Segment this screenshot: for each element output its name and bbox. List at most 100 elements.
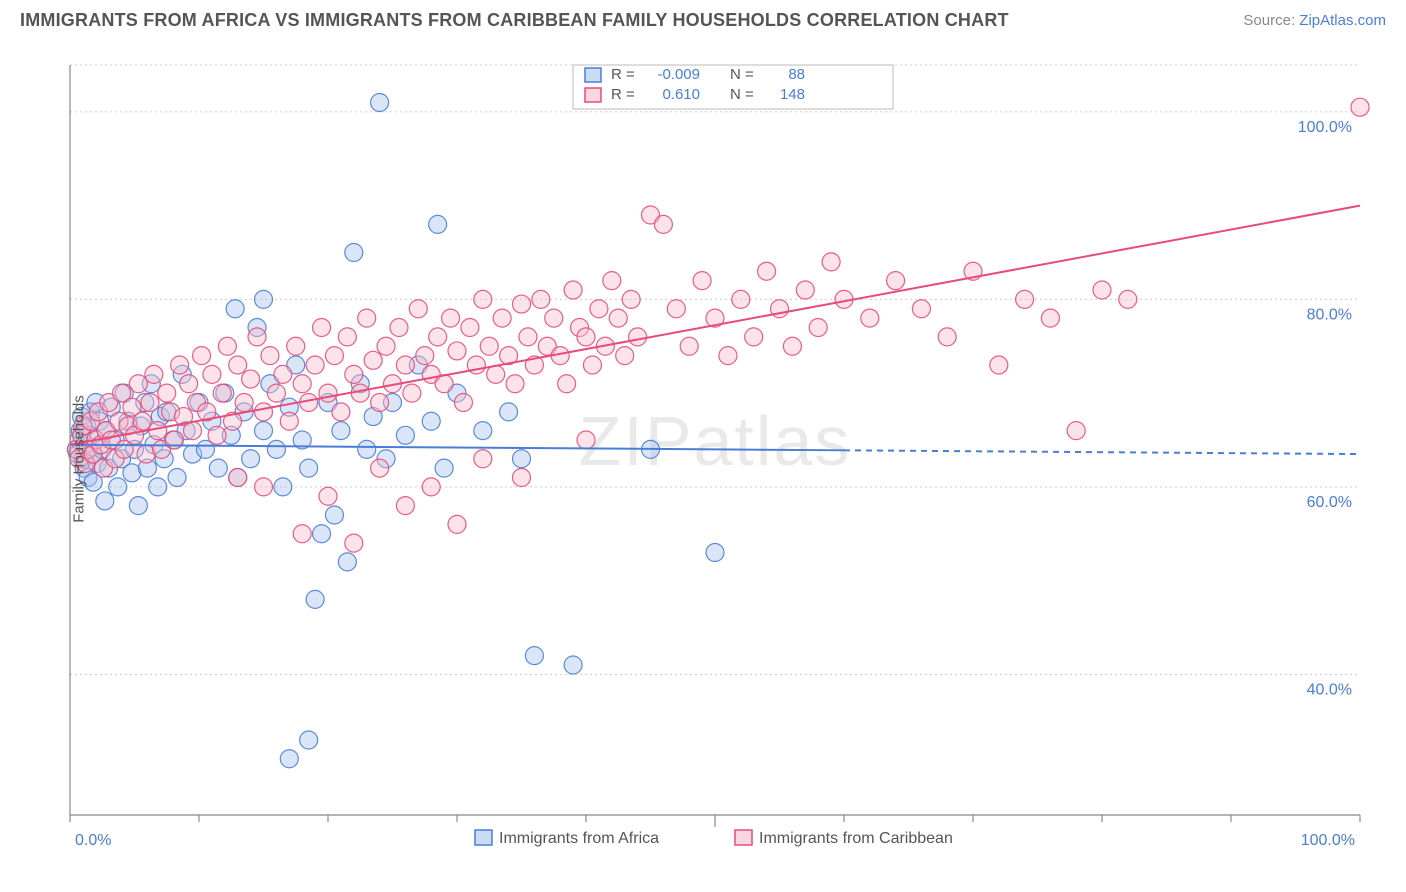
- y-tick-label: 40.0%: [1307, 681, 1352, 698]
- source-link[interactable]: ZipAtlas.com: [1299, 12, 1386, 29]
- data-point: [133, 412, 151, 430]
- data-point: [500, 403, 518, 421]
- source-label: Source: ZipAtlas.com: [1243, 12, 1386, 29]
- data-point: [371, 94, 389, 112]
- data-point: [141, 394, 159, 412]
- data-point: [442, 309, 460, 327]
- data-point: [109, 478, 127, 496]
- data-point: [429, 215, 447, 233]
- data-point: [564, 656, 582, 674]
- data-point: [377, 337, 395, 355]
- y-tick-label: 80.0%: [1307, 306, 1352, 323]
- data-point: [629, 328, 647, 346]
- data-point: [390, 319, 408, 337]
- data-point: [332, 403, 350, 421]
- data-point: [396, 426, 414, 444]
- data-point: [168, 469, 186, 487]
- data-point: [213, 384, 231, 402]
- data-point: [235, 394, 253, 412]
- stat-n-label: N =: [730, 86, 754, 103]
- data-point: [184, 422, 202, 440]
- data-point: [261, 347, 279, 365]
- data-point: [226, 300, 244, 318]
- data-point: [300, 459, 318, 477]
- data-point: [590, 300, 608, 318]
- data-point: [203, 365, 221, 383]
- data-point: [416, 347, 434, 365]
- y-tick-label: 100.0%: [1298, 119, 1352, 136]
- data-point: [193, 347, 211, 365]
- data-point: [171, 356, 189, 374]
- data-point: [616, 347, 634, 365]
- data-point: [242, 450, 260, 468]
- data-point: [706, 544, 724, 562]
- data-point: [306, 356, 324, 374]
- data-point: [396, 356, 414, 374]
- data-point: [1016, 290, 1034, 308]
- data-point: [1067, 422, 1085, 440]
- legend-swatch: [585, 88, 601, 102]
- data-point: [1119, 290, 1137, 308]
- y-tick-label: 60.0%: [1307, 494, 1352, 511]
- data-point: [506, 375, 524, 393]
- legend-swatch: [585, 68, 601, 82]
- data-point: [577, 431, 595, 449]
- data-point: [229, 356, 247, 374]
- data-point: [545, 309, 563, 327]
- legend-label: Immigrants from Caribbean: [759, 830, 953, 847]
- data-point: [287, 337, 305, 355]
- data-point: [313, 319, 331, 337]
- data-point: [719, 347, 737, 365]
- data-point: [693, 272, 711, 290]
- data-point: [345, 365, 363, 383]
- data-point: [603, 272, 621, 290]
- data-point: [158, 384, 176, 402]
- data-point: [654, 215, 672, 233]
- data-point: [280, 750, 298, 768]
- data-point: [622, 290, 640, 308]
- data-point: [96, 492, 114, 510]
- data-point: [732, 290, 750, 308]
- data-point: [422, 478, 440, 496]
- data-point: [358, 309, 376, 327]
- data-point: [513, 469, 531, 487]
- data-point: [1093, 281, 1111, 299]
- data-point: [429, 328, 447, 346]
- data-point: [255, 422, 273, 440]
- data-point: [680, 337, 698, 355]
- data-point: [218, 337, 236, 355]
- data-point: [1351, 98, 1369, 116]
- data-point: [208, 426, 226, 444]
- data-point: [558, 375, 576, 393]
- data-point: [513, 295, 531, 313]
- stat-r-label: R =: [611, 66, 635, 83]
- stat-r-value: 0.610: [662, 86, 700, 103]
- data-point: [149, 478, 167, 496]
- data-point: [293, 525, 311, 543]
- data-point: [938, 328, 956, 346]
- data-point: [990, 356, 1008, 374]
- data-point: [448, 342, 466, 360]
- chart-title: IMMIGRANTS FROM AFRICA VS IMMIGRANTS FRO…: [20, 10, 1009, 31]
- data-point: [583, 356, 601, 374]
- data-point: [822, 253, 840, 271]
- data-point: [474, 422, 492, 440]
- legend-swatch: [475, 830, 492, 845]
- data-point: [351, 384, 369, 402]
- data-point: [280, 412, 298, 430]
- data-point: [145, 365, 163, 383]
- data-point: [493, 309, 511, 327]
- data-point: [809, 319, 827, 337]
- data-point: [396, 497, 414, 515]
- data-point: [129, 497, 147, 515]
- data-point: [300, 731, 318, 749]
- data-point: [332, 422, 350, 440]
- stat-n-label: N =: [730, 66, 754, 83]
- data-point: [609, 309, 627, 327]
- data-point: [796, 281, 814, 299]
- data-point: [319, 487, 337, 505]
- data-point: [338, 328, 356, 346]
- data-point: [519, 328, 537, 346]
- data-point: [319, 384, 337, 402]
- stat-n-value: 148: [780, 86, 805, 103]
